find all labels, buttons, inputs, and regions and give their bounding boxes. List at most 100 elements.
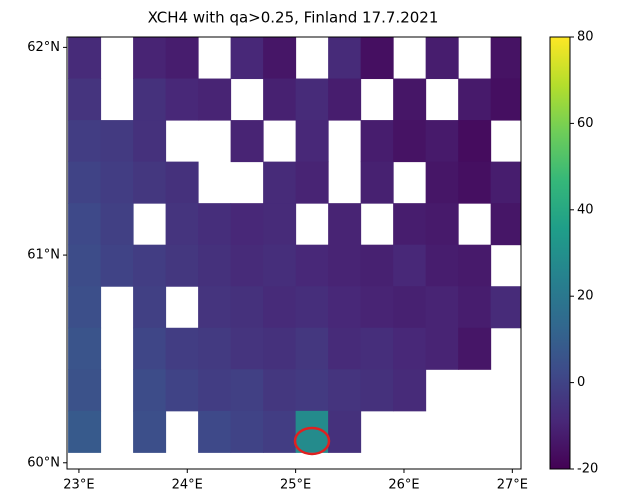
x-tick-label: 23°E [63,478,94,493]
map-cell [68,162,101,204]
map-cell [393,203,426,245]
map-cell [231,37,264,79]
map-cell [68,203,101,245]
map-cell [296,162,329,204]
map-cell [231,203,264,245]
map-cell [296,245,329,287]
map-cell [263,369,296,411]
map-cell [133,37,166,79]
y-tick-label: 62°N [27,40,60,55]
map-cell [133,286,166,328]
map-cell [328,411,361,453]
map-cell [328,245,361,287]
map-cell [101,120,134,162]
map-cell [101,203,134,245]
map-cell [231,245,264,287]
map-cell [361,286,394,328]
map-cell [361,37,394,79]
map-cell [263,286,296,328]
map-cell [198,79,231,121]
map-cell [263,411,296,453]
map-cell [166,37,199,79]
colorbar-tick-label: 40 [577,202,594,217]
map-cell [328,328,361,370]
map-cell [231,120,264,162]
map-cell [426,37,459,79]
map-cell [426,120,459,162]
colorbar-tick-label: 60 [577,116,594,131]
map-cell [458,328,491,370]
map-cell [133,245,166,287]
map-cells [68,37,524,453]
x-tick-label: 26°E [388,478,419,493]
map-cell [133,328,166,370]
map-cell [361,328,394,370]
map-cell [426,245,459,287]
map-cell [328,79,361,121]
map-cell [458,245,491,287]
map-cell [393,79,426,121]
map-cell [491,162,524,204]
map-cell [491,203,524,245]
map-cell [426,328,459,370]
map-cell [198,328,231,370]
map-cell [133,79,166,121]
map-cell [133,369,166,411]
map-cell [231,328,264,370]
map-cell [491,79,524,121]
map-cell [133,120,166,162]
x-tick-label: 27°E [497,478,528,493]
map-cell [101,162,134,204]
map-cell [68,286,101,328]
y-tick-label: 61°N [27,248,60,263]
map-cell [426,286,459,328]
colorbar-tick-label: 20 [577,289,594,304]
map-cell [166,328,199,370]
map-cell [231,411,264,453]
map-cell [198,286,231,328]
map-cell [328,286,361,328]
colorbar [550,37,570,469]
colorbar-tick-label: 0 [577,375,585,390]
map-cell [296,120,329,162]
map-cell [231,369,264,411]
map-cell [166,79,199,121]
map-cell [68,411,101,453]
map-cell [263,203,296,245]
map-cell [231,286,264,328]
map-cell [166,369,199,411]
map-cell [68,37,101,79]
map-cell [458,120,491,162]
map-cell [198,245,231,287]
map-cell [361,162,394,204]
map-cell [361,245,394,287]
map-cell [198,203,231,245]
map-cell [263,245,296,287]
map-cell [458,162,491,204]
map-cell [491,37,524,79]
map-cell [458,286,491,328]
map-cell [68,245,101,287]
map-cell [68,369,101,411]
map-cell [296,79,329,121]
map-cell [393,286,426,328]
map-cell [263,328,296,370]
chart: XCH4 with qa>0.25, Finland 17.7.2021 23°… [0,0,617,501]
map-cell [393,328,426,370]
map-cell [68,120,101,162]
map-cell [393,369,426,411]
map-cell [361,120,394,162]
map-cell [328,369,361,411]
colorbar-tick-label: -20 [577,462,598,477]
map-cell [426,203,459,245]
map-cell [198,369,231,411]
map-cell [166,245,199,287]
map-cell [68,328,101,370]
map-cell [328,37,361,79]
map-cell [328,203,361,245]
map-cell [393,120,426,162]
map-cell [426,162,459,204]
map-cell [296,328,329,370]
map-cell [296,286,329,328]
map-cell [101,245,134,287]
